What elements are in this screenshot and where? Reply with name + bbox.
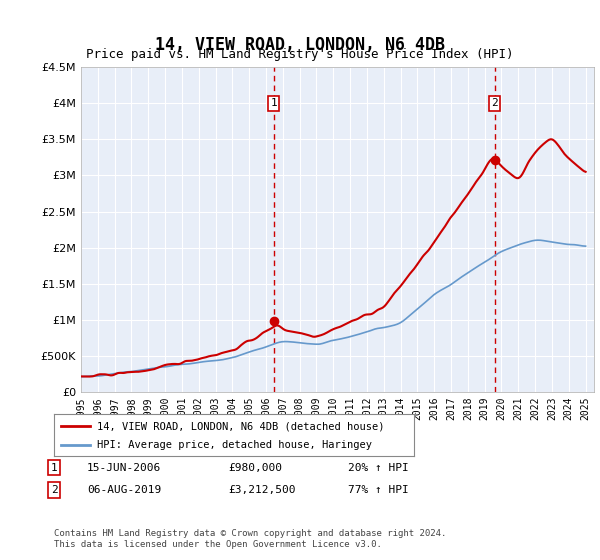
Text: 15-JUN-2006: 15-JUN-2006 [87,463,161,473]
Text: 1: 1 [50,463,58,473]
Text: £3,212,500: £3,212,500 [228,485,296,495]
Text: 14, VIEW ROAD, LONDON, N6 4DB: 14, VIEW ROAD, LONDON, N6 4DB [155,36,445,54]
Text: 77% ↑ HPI: 77% ↑ HPI [348,485,409,495]
Text: Price paid vs. HM Land Registry's House Price Index (HPI): Price paid vs. HM Land Registry's House … [86,48,514,60]
Text: 20% ↑ HPI: 20% ↑ HPI [348,463,409,473]
Text: 2: 2 [491,99,498,108]
Text: Contains HM Land Registry data © Crown copyright and database right 2024.
This d: Contains HM Land Registry data © Crown c… [54,529,446,549]
Text: 1: 1 [271,99,277,108]
Text: 14, VIEW ROAD, LONDON, N6 4DB (detached house): 14, VIEW ROAD, LONDON, N6 4DB (detached … [97,421,385,431]
Text: £980,000: £980,000 [228,463,282,473]
Text: HPI: Average price, detached house, Haringey: HPI: Average price, detached house, Hari… [97,440,372,450]
Text: 2: 2 [50,485,58,495]
Text: 06-AUG-2019: 06-AUG-2019 [87,485,161,495]
